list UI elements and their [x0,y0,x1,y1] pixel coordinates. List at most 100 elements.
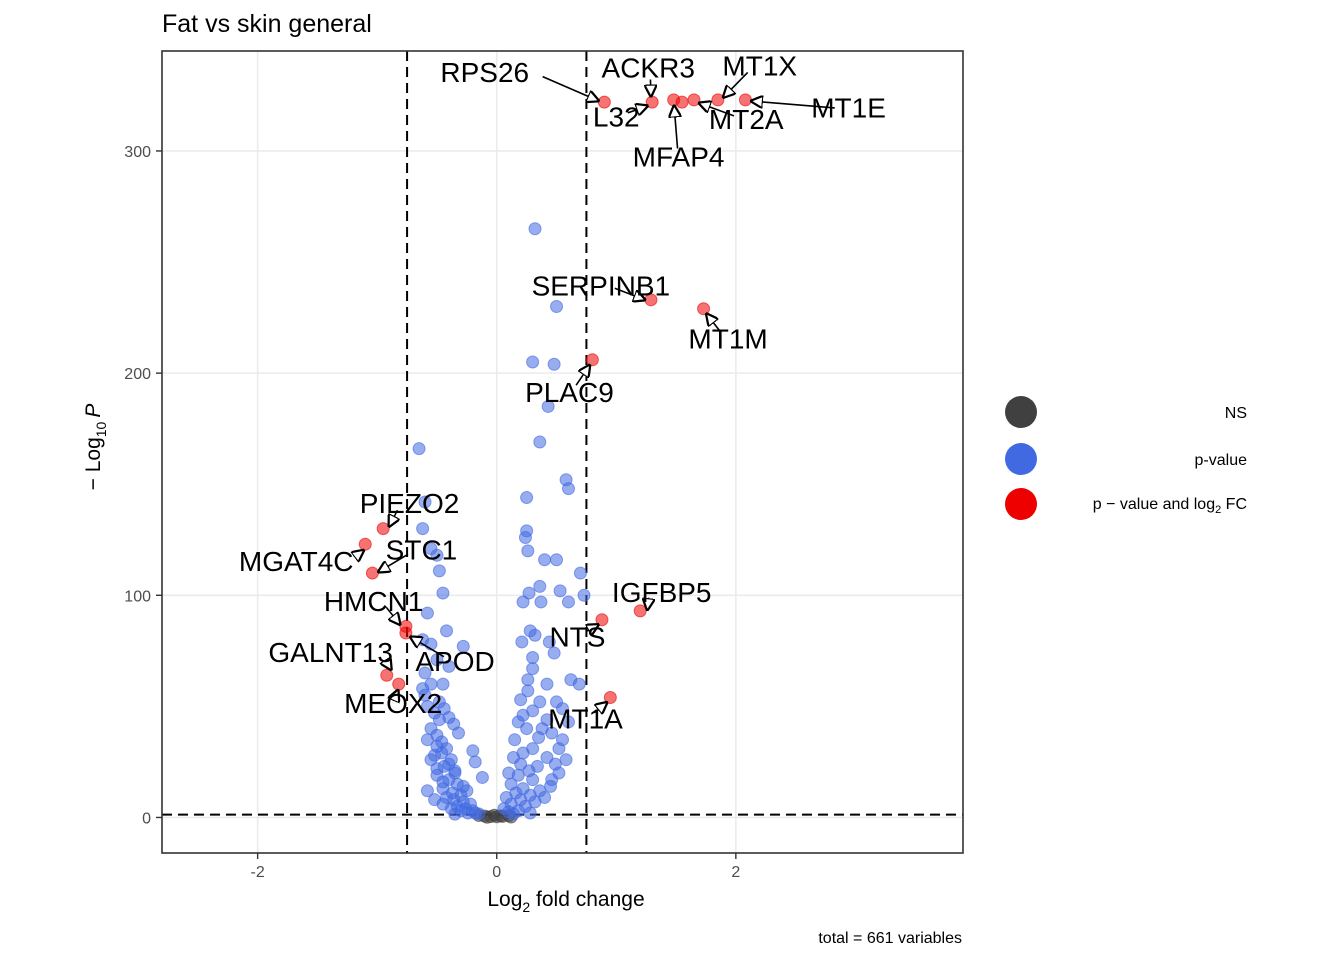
point-pvalue [535,596,547,608]
point-pvalue [524,807,536,819]
point-pvalue [503,767,515,779]
point-pvalue [527,663,539,675]
point-pvalue [578,589,590,601]
point-pvalue [534,580,546,592]
point-pvalue [534,436,546,448]
point-pvalue [551,554,563,566]
point-pvalue [527,651,539,663]
gene-label-nts: NTS [549,621,605,652]
point-pvalue [521,723,533,735]
point-pvalue [551,300,563,312]
point-pvalue [545,780,557,792]
legend-label-pvalue-and-fc: p − value and log2 FC [1093,496,1247,516]
point-pvalue [539,554,551,566]
point-pvalue [436,747,448,759]
point-pvalue [527,356,539,368]
point-pvalue [417,523,429,535]
point-pvalue-and-fc [359,538,371,550]
x-axis-title: Log2 fold change [487,888,644,915]
point-pvalue [515,758,527,770]
gene-label-mgat4c: MGAT4C [239,546,354,577]
point-pvalue [507,808,519,820]
gene-label-meox2: MEOX2 [344,688,442,719]
legend-key-pvalue [1005,443,1037,475]
point-pvalue [534,696,546,708]
point-pvalue [529,223,541,235]
gene-label-plac9: PLAC9 [525,377,614,408]
point-pvalue [560,754,572,766]
point-pvalue [553,743,565,755]
point-pvalue [445,803,457,815]
point-pvalue [476,771,488,783]
point-pvalue [441,625,453,637]
point-pvalue [517,596,529,608]
gene-label-igfbp5: IGFBP5 [612,577,712,608]
point-pvalue [431,763,443,775]
gene-label-ackr3: ACKR3 [602,53,695,84]
point-pvalue-and-fc [688,94,700,106]
point-pvalue-and-fc [604,691,616,703]
legend-label-ns: NS [1225,405,1247,422]
gene-label-mt1m: MT1M [688,324,767,355]
legend-key-ns [1005,396,1037,428]
point-pvalue [574,567,586,579]
point-pvalue [437,776,449,788]
gene-label-serpinb1: SERPINB1 [532,270,671,301]
point-pvalue [516,636,528,648]
point-pvalue [541,678,553,690]
x-axis-ticks: -2 0 2 [251,853,741,881]
legend-key-pvalue-and-fc [1005,488,1037,520]
point-pvalue [562,596,574,608]
gene-label-apod: APOD [415,646,494,677]
point-pvalue [562,483,574,495]
point-pvalue [554,585,566,597]
legend: NS p-value p − value and log2 FC [1005,396,1247,520]
y-tick-label: 0 [142,810,151,827]
gene-label-l32: L32 [593,102,640,133]
point-pvalue-and-fc [676,96,688,108]
point-pvalue [509,734,521,746]
y-tick-label: 100 [124,588,151,605]
chart-title: Fat vs skin general [162,10,372,38]
point-pvalue [533,731,545,743]
point-pvalue-and-fc [586,354,598,366]
point-pvalue-and-fc [646,96,658,108]
y-tick-label: 300 [124,144,151,161]
point-pvalue-and-fc [377,523,389,535]
point-pvalue [573,678,585,690]
point-pvalue [515,694,527,706]
point-pvalue-and-fc [381,669,393,681]
x-tick-label: 2 [731,864,740,881]
x-tick-label: -2 [251,864,265,881]
gene-label-piezo2: PIEZO2 [360,488,460,519]
y-tick-label: 200 [124,366,151,383]
caption: total = 661 variables [818,930,962,947]
point-pvalue [527,774,539,786]
point-pvalue-and-fc [366,567,378,579]
point-pvalue [469,756,481,768]
y-axis-ticks: 0 100 200 300 [124,144,162,827]
point-pvalue-and-fc [400,627,412,639]
gene-label-mt1a: MT1A [548,704,623,735]
x-tick-label: 0 [492,864,501,881]
point-pvalue [553,767,565,779]
legend-label-pvalue: p-value [1195,452,1248,469]
point-pvalue [529,629,541,641]
point-pvalue-and-fc [698,303,710,315]
point-pvalue [413,443,425,455]
point-pvalue [457,780,469,792]
gene-label-mfap4: MFAP4 [633,142,725,173]
point-pvalue [452,727,464,739]
point-pvalue [449,767,461,779]
point-pvalue [522,545,534,557]
point-pvalue [519,532,531,544]
gene-label-mt2a: MT2A [709,104,784,135]
point-pvalue [467,745,479,757]
point-pvalue [462,807,474,819]
point-pvalue [433,565,445,577]
point-pvalue [437,587,449,599]
point-pvalue [548,358,560,370]
gene-label-stc1: STC1 [386,535,458,566]
